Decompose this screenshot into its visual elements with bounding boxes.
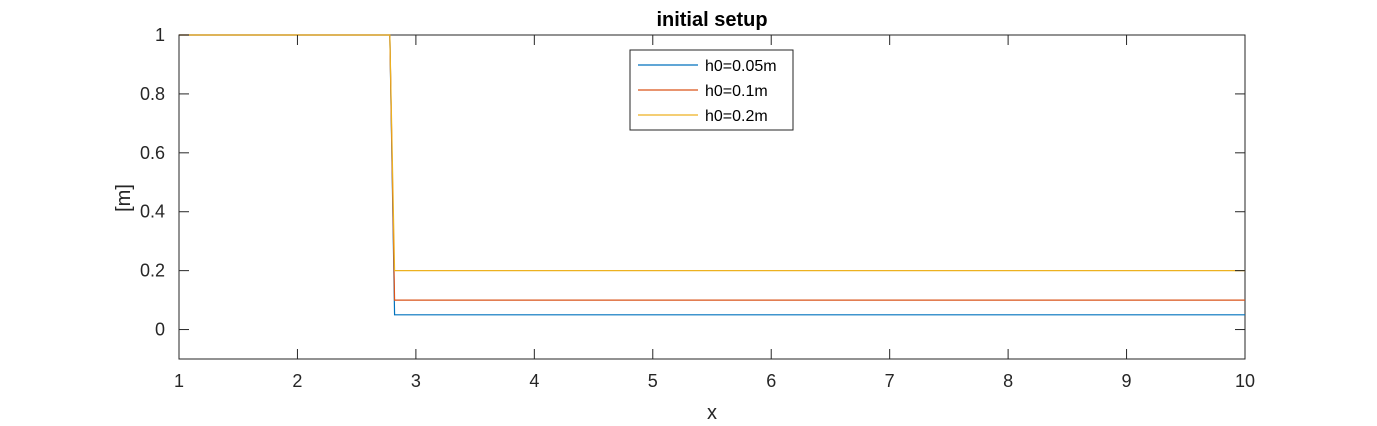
y-axis-label: [m] <box>113 184 135 212</box>
x-tick-label: 1 <box>174 371 184 391</box>
x-tick-label: 2 <box>292 371 302 391</box>
x-tick-label: 6 <box>766 371 776 391</box>
y-axis-ticks: 0 0.2 0.4 0.6 0.8 1 <box>140 25 1245 340</box>
x-tick-label: 4 <box>529 371 539 391</box>
x-tick-label: 8 <box>1003 371 1013 391</box>
x-tick-label: 5 <box>648 371 658 391</box>
series-lines <box>179 34 1245 316</box>
y-tick-label: 0.8 <box>140 84 165 104</box>
x-tick-label: 10 <box>1235 371 1255 391</box>
chart-title: initial setup <box>656 9 767 31</box>
y-tick-label: 0 <box>155 320 165 340</box>
legend-label-1: h0=0.05m <box>705 58 777 75</box>
legend-label-3: h0=0.2m <box>705 108 768 125</box>
legend: h0=0.05m h0=0.1m h0=0.2m <box>629 49 794 131</box>
y-tick-label: 0.6 <box>140 143 165 163</box>
y-tick-label: 0.2 <box>140 261 165 281</box>
legend-entries: h0=0.05m h0=0.1m h0=0.2m <box>638 58 777 125</box>
legend-label-2: h0=0.1m <box>705 83 768 100</box>
x-tick-label: 9 <box>1122 371 1132 391</box>
x-axis-label: x <box>707 402 717 424</box>
x-tick-label: 7 <box>885 371 895 391</box>
x-axis-ticks: 1 2 3 4 5 6 7 8 9 10 <box>174 35 1255 391</box>
y-tick-label: 1 <box>155 25 165 45</box>
y-tick-label: 0.4 <box>140 202 165 222</box>
x-tick-label: 3 <box>411 371 421 391</box>
series-line-3 <box>179 34 1245 272</box>
